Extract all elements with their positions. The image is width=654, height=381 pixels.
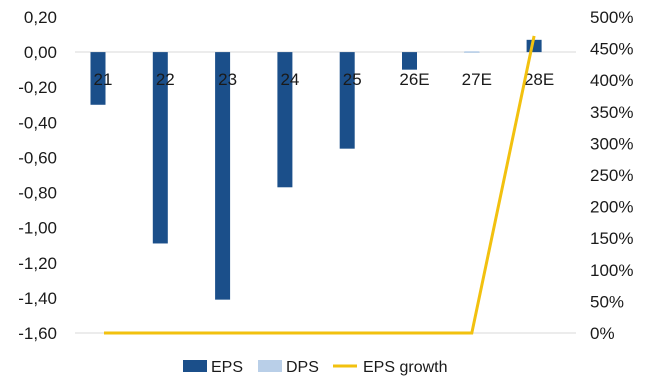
y-right-tick-label: 500% (590, 8, 633, 27)
y-left-tick-label: 0,00 (24, 43, 57, 62)
x-category-label: 25 (343, 70, 362, 89)
y-right-tick-label: 200% (590, 198, 633, 217)
legend-label: DPS (286, 359, 319, 376)
y-right-tick-label: 0% (590, 324, 615, 343)
eps-bar (339, 52, 355, 149)
y-right-tick-label: 450% (590, 40, 633, 59)
y-left-tick-label: -1,40 (18, 289, 57, 308)
y-left-tick-label: -0,80 (18, 184, 57, 203)
y-left-tick-label: -0,40 (18, 113, 57, 132)
y-left-tick-label: -0,60 (18, 148, 57, 167)
legend-swatch-dps (258, 360, 282, 372)
legend: EPS DPS EPS growth (183, 359, 447, 376)
y-right-tick-label: 350% (590, 103, 633, 122)
eps-bar (215, 52, 231, 300)
x-category-label: 23 (218, 70, 237, 89)
x-category-label: 24 (280, 70, 299, 89)
y-left-tick-label: 0,20 (24, 8, 57, 27)
x-category-label: 28E (524, 70, 554, 89)
eps-bar (402, 52, 417, 70)
eps-bar (277, 52, 293, 188)
y-right-tick-label: 300% (590, 134, 633, 153)
x-category-label: 26E (399, 70, 429, 89)
legend-label: EPS growth (363, 359, 447, 376)
x-category-label: 22 (156, 70, 175, 89)
x-category-label: 21 (94, 70, 113, 89)
y-left-tick-label: -1,00 (18, 219, 57, 238)
legend-label: EPS (211, 359, 243, 376)
y-right-tick-label: 150% (590, 229, 633, 248)
dps-bar (464, 51, 480, 53)
y-right-tick-label: 250% (590, 166, 633, 185)
legend-swatch-eps (183, 360, 207, 372)
eps-growth-line (104, 35, 536, 335)
eps-bar (152, 52, 168, 244)
y-left-tick-label: -1,20 (18, 254, 57, 273)
y-right-tick-label: 100% (590, 261, 633, 280)
y-left-tick-label: -0,20 (18, 78, 57, 97)
y-left-tick-label: -1,60 (18, 324, 57, 343)
eps-bar (90, 52, 106, 105)
x-category-label: 27E (462, 70, 492, 89)
y-right-tick-label: 400% (590, 71, 633, 90)
y-right-tick-label: 50% (590, 292, 624, 311)
